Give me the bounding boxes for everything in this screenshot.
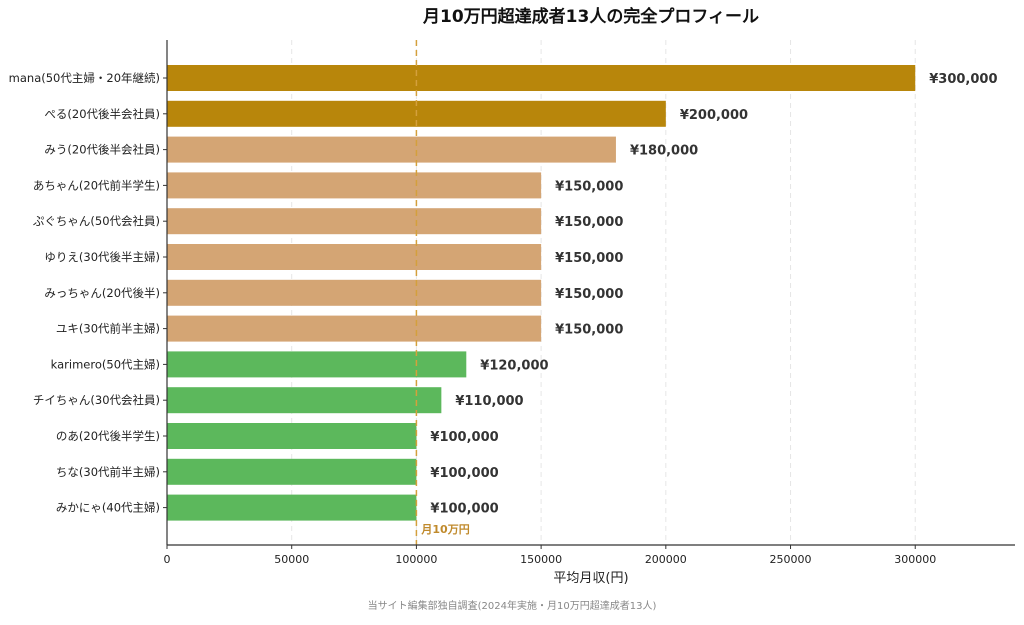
x-tick-label: 300000: [894, 553, 936, 566]
bar: [167, 244, 542, 270]
category-label: ゆりえ(30代後半主婦): [44, 250, 160, 264]
category-label: karimero(50代主婦): [51, 357, 160, 371]
category-label: のあ(20代後半学生): [56, 429, 160, 443]
category-label: あちゃん(20代前半学生): [33, 178, 160, 192]
source-note: 当サイト編集部独自調査(2024年実施・月10万円超達成者13人): [368, 599, 657, 612]
value-label: ¥110,000: [455, 394, 523, 409]
value-label: ¥200,000: [680, 108, 748, 123]
category-label: みかにゃ(40代主婦): [56, 501, 160, 515]
bar: [167, 351, 467, 378]
category-label: mana(50代主婦・20年継続): [9, 71, 160, 85]
category-label-group: mana(50代主婦・20年継続) ぺる(20代後半会社員) みう(20代後半会社員…: [9, 71, 167, 515]
value-label: ¥120,000: [480, 358, 548, 373]
bar: [167, 136, 616, 163]
x-tick-label: 250000: [770, 553, 812, 566]
bar: [167, 494, 417, 521]
bar: [167, 423, 417, 449]
x-axis-label: 平均月収(円): [553, 571, 628, 586]
category-label: みう(20代後半会社員): [44, 143, 160, 157]
bar: [167, 65, 916, 91]
category-label: ぺる(20代後半会社員): [44, 107, 160, 121]
value-label: ¥300,000: [929, 72, 997, 87]
value-label: ¥150,000: [555, 215, 623, 230]
category-label: チイちゃん(30代会社員): [33, 393, 160, 407]
reference-line-label: 月10万円: [420, 523, 469, 536]
reference-line-group: 月10万円: [415, 40, 470, 545]
chart-title: 月10万円超達成者13人の完全プロフィール: [422, 6, 759, 27]
value-label-group: ¥300,000 ¥200,000 ¥180,000 ¥150,000 ¥150,000…: [430, 72, 997, 517]
category-label: みっちゃん(20代後半): [44, 286, 160, 300]
bar: [167, 458, 417, 485]
bar: [167, 279, 542, 306]
value-label: ¥150,000: [555, 179, 623, 194]
value-label: ¥150,000: [555, 287, 623, 302]
bar: [167, 315, 542, 342]
value-label: ¥150,000: [555, 251, 623, 266]
category-label: ぷぐちゃん(50代会社員): [33, 214, 160, 228]
value-label: ¥180,000: [630, 144, 698, 159]
bar-group: [167, 65, 916, 521]
bar: [167, 387, 442, 414]
category-label: ちな(30代前半主婦): [56, 465, 160, 479]
value-label: ¥100,000: [430, 466, 498, 481]
x-tick-label: 150000: [520, 553, 562, 566]
value-label: ¥150,000: [555, 323, 623, 338]
bar: [167, 208, 542, 235]
x-tick-group: 0 50000 100000 150000 200000 250000 300000: [164, 545, 936, 566]
x-tick-label: 100000: [395, 553, 437, 566]
value-label: ¥100,000: [430, 502, 498, 517]
category-label: ユキ(30代前半主婦): [56, 322, 160, 336]
value-label: ¥100,000: [430, 430, 498, 445]
x-tick-label: 200000: [645, 553, 687, 566]
x-tick-label: 50000: [274, 553, 309, 566]
x-tick-label: 0: [164, 553, 171, 566]
bar: [167, 172, 542, 199]
